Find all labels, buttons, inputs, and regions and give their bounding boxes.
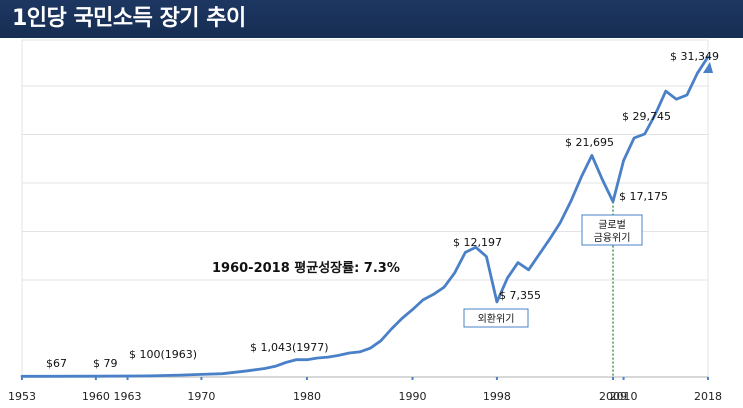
x-tick-label: 2010 [610,390,638,403]
data-label: $ 12,197 [453,236,502,249]
callout-text: 외환위기 [478,312,515,325]
growth-rate-note: 1960-2018 평균성장률: 7.3% [212,260,400,276]
callout-text: 금융위기 [594,231,631,244]
x-tick-label: 1998 [483,390,511,403]
series-arrowhead [703,62,713,73]
x-tick-label: 1953 [8,390,36,403]
data-label: $67 [46,357,67,370]
series-line [20,55,710,378]
x-tick-label: 1963 [114,390,142,403]
title-bar: 1인당 국민소득 장기 추이 [0,0,743,38]
page-title: 1인당 국민소득 장기 추이 [12,6,246,31]
callout-box-currency-crisis [463,308,529,328]
data-label: $ 17,175 [619,190,668,203]
data-label: $ 100(1963) [129,348,197,361]
x-tick-label: 2018 [694,390,722,403]
data-label: $ 1,043(1977) [250,341,329,354]
x-tick-label: 2009 [599,390,627,403]
data-label: $ 7,355 [499,289,541,302]
data-label: $ 29,745 [622,110,671,123]
x-tick-label: 1980 [293,390,321,403]
x-tick-label: 1960 [82,390,110,403]
x-tick-label: 1970 [187,390,215,403]
plot-area [21,39,709,378]
data-label: $ 31,349 [670,50,719,63]
callout-text: 글로벌 [598,219,626,231]
callout-box-financial-crisis [581,214,643,246]
data-label: $ 79 [93,357,118,370]
x-tick-label: 1990 [398,390,426,403]
data-label: $ 21,695 [565,136,614,149]
